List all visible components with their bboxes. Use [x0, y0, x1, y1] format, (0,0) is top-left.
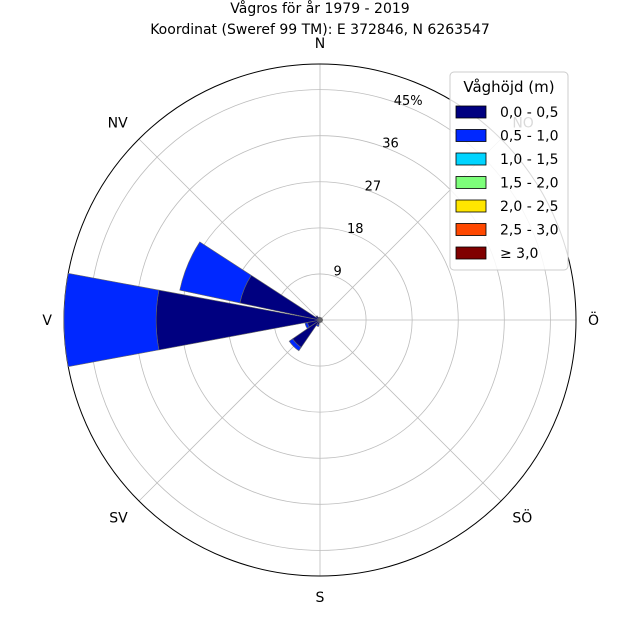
legend-label-5: 2,5 - 3,0: [500, 223, 558, 239]
legend-label-2: 1,0 - 1,5: [500, 152, 558, 168]
legend-swatch-2: [455, 152, 487, 166]
chart-title: Vågros för år 1979 - 2019: [230, 0, 409, 17]
direction-label-0: N: [315, 36, 325, 52]
direction-label-3: SÖ: [512, 508, 532, 526]
legend-swatch-3: [455, 176, 487, 189]
legend-swatch-1: [455, 129, 487, 142]
legend-label-1: 0,5 - 1,0: [500, 129, 558, 145]
bar-sector-12-bin-1: [63, 272, 160, 368]
legend-label-0: 0,0 - 0,5: [500, 105, 558, 121]
bar-sector-10-bin-1: [288, 338, 302, 352]
direction-label-5: SV: [109, 510, 128, 526]
bar-sector-11-bin-1: [304, 322, 310, 329]
radial-tick-label-3: 36: [382, 137, 399, 152]
legend-label-3: 1,5 - 2,0: [500, 176, 558, 192]
legend-entries: 0,0 - 0,5 0,5 - 1,0 1,0 - 1,5 1,5 - 2,0 2,0 …: [455, 105, 558, 262]
legend-swatch-0: [455, 105, 487, 119]
radial-tick-label-0: 9: [333, 264, 341, 279]
direction-label-4: S: [316, 590, 325, 606]
bar-sector-14-bin-0: [315, 315, 321, 321]
legend: Våghöjd (m) 0,0 - 0,5 0,5 - 1,0 1,0 - 1,5 1…: [449, 71, 569, 271]
bar-sector-15-bin-0: [317, 316, 321, 321]
legend-swatch-5: [455, 223, 487, 236]
legend-label-4: 2,0 - 2,5: [500, 199, 558, 215]
radial-tick-label-4: 45%: [394, 94, 423, 109]
grid-spoke-7: [138, 138, 321, 321]
radial-tick-label-2: 27: [365, 179, 382, 194]
legend-title: Våghöjd (m): [463, 78, 554, 96]
chart-subtitle: Koordinat (Sweref 99 TM): E 372846, N 62…: [150, 22, 490, 38]
legend-swatch-4: [455, 199, 487, 213]
bars: [63, 241, 323, 368]
grid-spoke-5: [138, 319, 321, 502]
legend-label-6: ≥ 3,0: [500, 246, 538, 262]
radial-tick-label-1: 18: [347, 222, 364, 237]
direction-label-6: V: [42, 313, 52, 329]
legend-swatch-6: [455, 246, 487, 260]
radial-tick-labels: 9 18 27 36 45%: [333, 94, 422, 279]
grid-spoke-3: [319, 319, 502, 502]
direction-label-7: NV: [108, 116, 128, 132]
direction-label-2: Ö: [588, 311, 599, 329]
bar-sector-13-bin-1: [179, 241, 252, 304]
legend-box: [449, 71, 569, 271]
